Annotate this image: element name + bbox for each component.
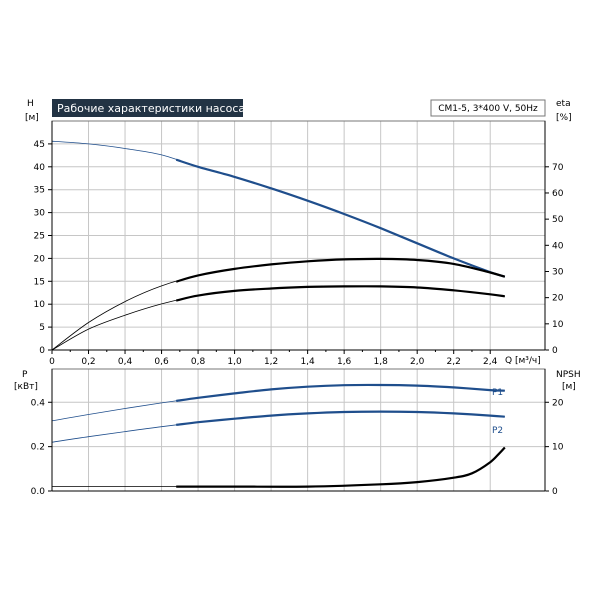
series-line-h-operating xyxy=(175,158,506,278)
h-axis-unit: [м] xyxy=(25,113,39,123)
y-left-tick-label: 35 xyxy=(34,186,45,196)
axes xyxy=(48,120,549,492)
chart-title: Рабочие характеристики насоса xyxy=(57,102,245,115)
q-axis-label: Q [м³/ч] xyxy=(505,356,541,366)
subtitle-box xyxy=(430,99,546,117)
eta-axis-unit: [%] xyxy=(556,113,572,123)
y-left-tick-label: 0.0 xyxy=(31,487,46,497)
x-tick-label: 1,4 xyxy=(300,357,315,367)
y-left-tick-label: 25 xyxy=(34,232,45,242)
eta-axis-label: eta xyxy=(556,99,571,109)
y-left-tick-label: 5 xyxy=(39,323,45,333)
y-right-tick-label: 20 xyxy=(552,294,564,304)
x-tick-label: 0,8 xyxy=(191,357,206,367)
y-right-tick-label: 50 xyxy=(552,215,564,225)
title-box xyxy=(52,99,243,117)
npsh-axis-label: NPSH xyxy=(556,370,581,380)
x-tick-label: 1,2 xyxy=(264,357,278,367)
series-label-p1: P1 xyxy=(492,388,503,398)
series-line-series-0-1-operating xyxy=(175,257,506,283)
y-right-tick-label: 20 xyxy=(552,398,564,408)
series-lines xyxy=(51,140,506,488)
h-axis-label: H xyxy=(27,99,34,109)
y-right-tick-label: 10 xyxy=(552,320,564,330)
p-axis-label: P xyxy=(22,370,28,380)
y-left-tick-label: 15 xyxy=(34,277,45,287)
series-line-p2-full xyxy=(51,411,505,443)
x-tick-label: 0,6 xyxy=(154,357,169,367)
y-right-tick-label: 40 xyxy=(552,241,564,251)
y-right-tick-label: 0 xyxy=(552,487,558,497)
x-tick-label: 0 xyxy=(49,357,55,367)
series-line-h-full xyxy=(51,140,505,278)
y-right-tick-label: 30 xyxy=(552,267,564,277)
x-tick-label: 2,2 xyxy=(447,357,461,367)
series-line-series-0-2-operating xyxy=(175,285,505,302)
grid-lines xyxy=(51,121,545,492)
y-left-tick-label: 30 xyxy=(34,209,46,219)
x-tick-label: 2,0 xyxy=(410,357,425,367)
y-left-tick-label: 40 xyxy=(34,163,46,173)
y-left-tick-label: 20 xyxy=(34,254,46,264)
y-left-tick-label: 0 xyxy=(39,346,45,356)
p-axis-unit: [кВт] xyxy=(14,382,38,392)
series-line-p1-operating xyxy=(176,383,505,402)
axis-labels: 0 0,2 0,4 0,6 0,8 1,0 1,2 1,4 1,6 1,8 2,0 2,2 2,4 0 5 1… xyxy=(31,140,564,497)
chart-subtitle: CM1-5, 3*400 V, 50Hz xyxy=(438,104,538,114)
x-tick-label: 1,8 xyxy=(374,357,389,367)
y-right-tick-label: 70 xyxy=(552,163,564,173)
y-right-tick-label: 10 xyxy=(552,443,564,453)
x-tick-label: 0,4 xyxy=(118,357,133,367)
npsh-axis-unit: [м] xyxy=(562,382,576,392)
y-right-tick-label: 60 xyxy=(552,189,564,199)
x-tick-label: 1,0 xyxy=(227,357,242,367)
x-tick-label: 1,6 xyxy=(337,357,352,367)
y-right-tick-label: 0 xyxy=(552,346,558,356)
y-left-tick-label: 45 xyxy=(34,140,45,150)
series-line-npsh-operating xyxy=(176,446,506,488)
y-left-tick-label: 10 xyxy=(34,300,46,310)
series-line-p2-operating xyxy=(176,410,505,426)
x-tick-label: 2,4 xyxy=(483,357,498,367)
series-line-series-0-2-full xyxy=(51,285,505,351)
y-left-tick-label: 0.4 xyxy=(31,398,46,408)
y-left-tick-label: 0.2 xyxy=(31,443,45,453)
x-tick-label: 0,2 xyxy=(81,357,95,367)
series-label-p2: P2 xyxy=(492,426,503,436)
